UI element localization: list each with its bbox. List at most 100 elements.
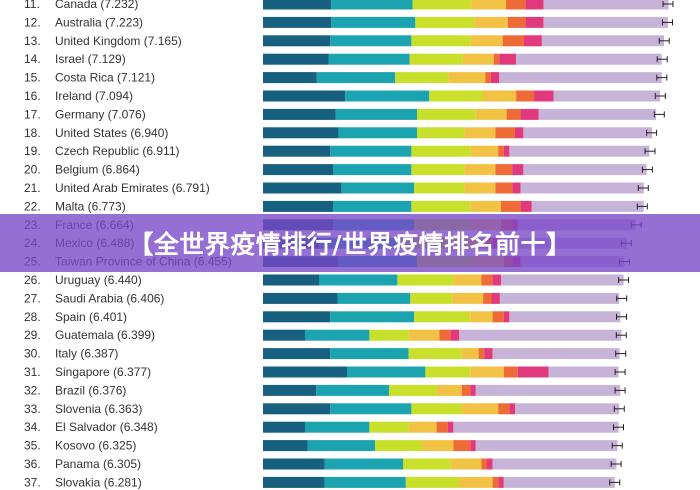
- bar-segment: [548, 366, 619, 378]
- bar-segment: [481, 458, 487, 470]
- bar-segment: [503, 311, 510, 323]
- bar-segment: [493, 53, 500, 65]
- chart-row: 36. Panama (6.305): [24, 457, 622, 471]
- bar-segment: [543, 16, 668, 28]
- bar-segment: [498, 145, 504, 157]
- country-label: Uruguay (6.440): [55, 273, 142, 287]
- bar-segment: [429, 90, 483, 102]
- bar-segment: [509, 403, 515, 415]
- chart-row: 22. Malta (6.773): [24, 199, 648, 213]
- bar-segment: [411, 35, 471, 47]
- bar-segment: [436, 421, 448, 433]
- bar-segment: [263, 329, 305, 341]
- bar-segment: [422, 440, 454, 452]
- rank-label: 13.: [24, 34, 41, 48]
- bar-segment: [509, 311, 621, 323]
- chart-row: 15. Costa Rica (7.121): [24, 71, 668, 85]
- rank-label: 35.: [24, 439, 41, 453]
- bar-segment: [499, 72, 662, 84]
- chart-row: 21. United Arab Emirates (6.791): [24, 181, 649, 195]
- bar-segment: [330, 403, 412, 415]
- bar-segment: [328, 53, 410, 65]
- rank-label: 30.: [24, 347, 41, 361]
- country-label: Australia (7.223): [55, 15, 143, 29]
- bar-segment: [475, 440, 618, 452]
- bar-segment: [408, 329, 440, 341]
- bar-segment: [263, 440, 308, 452]
- bar-segment: [470, 200, 501, 212]
- bar-segment: [263, 164, 333, 176]
- chart-row: 12. Australia (7.223): [24, 15, 673, 29]
- country-label: Czech Republic (6.911): [55, 144, 180, 158]
- bar-segment: [369, 329, 409, 341]
- country-label: Malta (6.773): [55, 199, 126, 213]
- bar-segment: [330, 311, 415, 323]
- bar-segment: [425, 366, 471, 378]
- bar-segment: [491, 292, 500, 304]
- bar-segment: [263, 366, 347, 378]
- bar-segment: [263, 384, 317, 396]
- bar-segment: [512, 164, 524, 176]
- bar-segment: [507, 16, 526, 28]
- bar-segment: [263, 292, 338, 304]
- bar-segment: [503, 366, 518, 378]
- bar-segment: [337, 292, 411, 304]
- bar-segment: [464, 127, 496, 139]
- bar-segment: [263, 421, 305, 433]
- bar-segment: [534, 90, 554, 102]
- bar-segment: [484, 348, 493, 360]
- bar-segment: [470, 311, 493, 323]
- rank-label: 19.: [24, 144, 41, 158]
- bar-segment: [523, 164, 647, 176]
- bar-segment: [450, 329, 459, 341]
- bar-segment: [331, 16, 416, 28]
- country-label: Panama (6.305): [55, 457, 141, 471]
- bar-segment: [482, 90, 517, 102]
- bar-segment: [330, 348, 409, 360]
- bar-segment: [324, 476, 406, 488]
- country-label: Slovenia (6.363): [55, 402, 142, 416]
- bar-segment: [263, 145, 331, 157]
- country-label: United Kingdom (7.165): [55, 34, 182, 48]
- bar-segment: [474, 16, 508, 28]
- bar-segment: [453, 421, 619, 433]
- bar-segment: [499, 292, 620, 304]
- bar-segment: [475, 384, 621, 396]
- bar-segment: [483, 292, 492, 304]
- bar-segment: [520, 200, 532, 212]
- bar-segment: [523, 127, 653, 139]
- bar-segment: [338, 127, 417, 139]
- rank-label: 28.: [24, 310, 41, 324]
- bar-segment: [459, 329, 622, 341]
- rank-label: 33.: [24, 402, 41, 416]
- bar-segment: [543, 0, 669, 10]
- bar-segment: [333, 200, 412, 212]
- bar-segment: [369, 421, 409, 433]
- bar-segment: [330, 145, 412, 157]
- country-label: Spain (6.401): [55, 310, 127, 324]
- bar-segment: [411, 164, 465, 176]
- rank-label: 22.: [24, 199, 41, 213]
- bar-segment: [516, 53, 662, 65]
- bar-segment: [495, 127, 515, 139]
- bar-segment: [553, 90, 660, 102]
- country-label: Italy (6.387): [55, 347, 118, 361]
- bar-segment: [503, 476, 615, 488]
- chart-row: 20. Belgium (6.864): [24, 163, 653, 177]
- bar-segment: [531, 200, 644, 212]
- bar-segment: [263, 274, 319, 286]
- bar-segment: [498, 403, 510, 415]
- bar-segment: [448, 72, 486, 84]
- bar-segment: [492, 458, 617, 470]
- bar-segment: [263, 476, 325, 488]
- bar-segment: [517, 366, 549, 378]
- rank-label: 17.: [24, 107, 41, 121]
- bar-segment: [450, 458, 482, 470]
- rank-label: 31.: [24, 365, 41, 379]
- bar-segment: [490, 72, 500, 84]
- country-label: Slovakia (6.281): [55, 475, 142, 489]
- bar-segment: [417, 108, 476, 120]
- bar-segment: [487, 458, 493, 470]
- bar-segment: [439, 329, 451, 341]
- rank-label: 14.: [24, 52, 41, 66]
